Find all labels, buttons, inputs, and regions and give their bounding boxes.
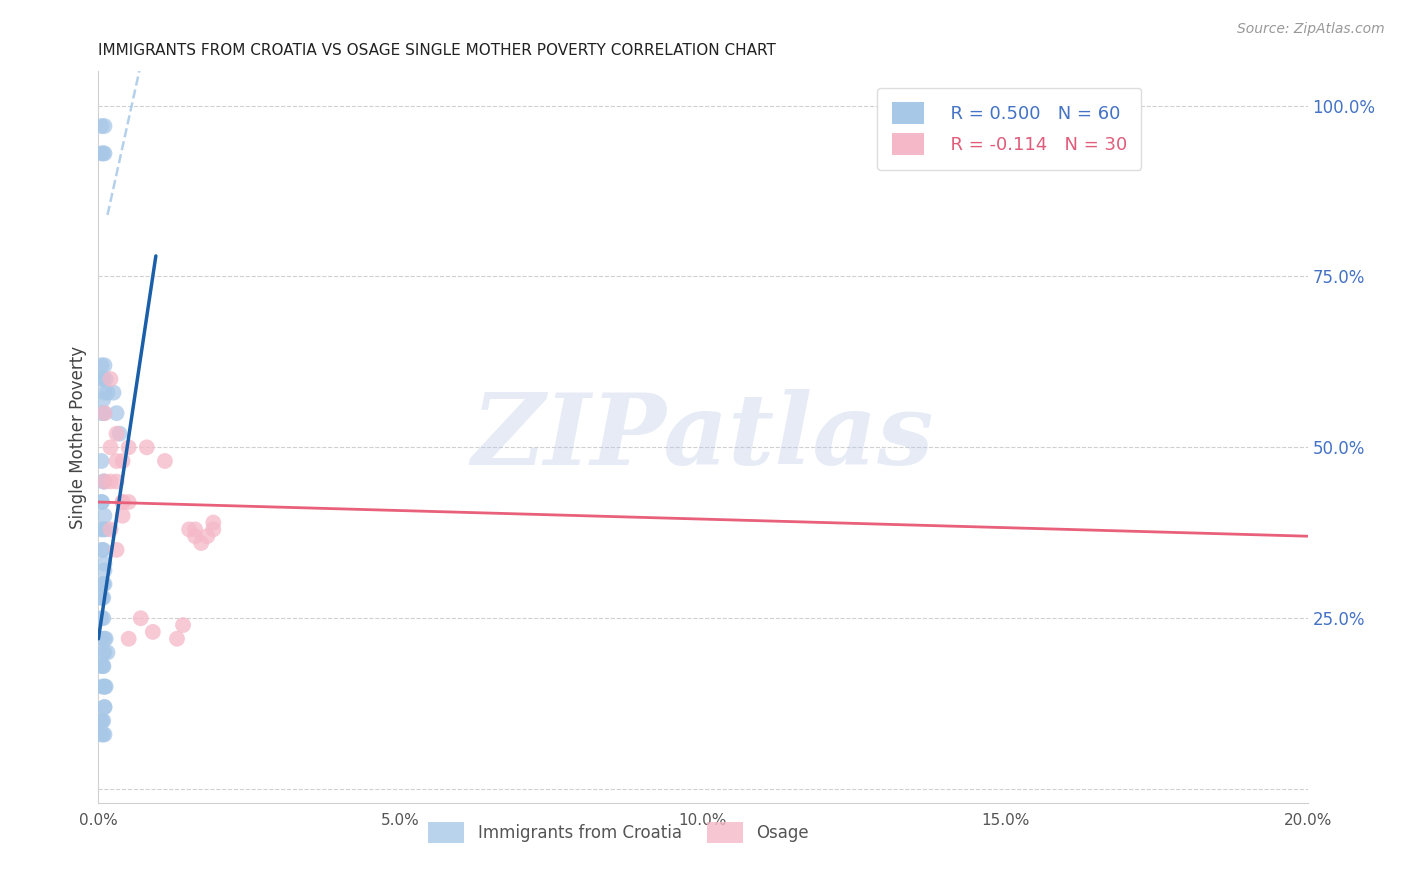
Point bbox=[91, 714, 114, 728]
Point bbox=[135, 440, 157, 454]
Text: ZIPatlas: ZIPatlas bbox=[472, 389, 934, 485]
Point bbox=[184, 529, 207, 543]
Point bbox=[91, 372, 114, 386]
Point bbox=[90, 659, 112, 673]
Point bbox=[111, 454, 134, 468]
Point bbox=[91, 659, 114, 673]
Y-axis label: Single Mother Poverty: Single Mother Poverty bbox=[69, 345, 87, 529]
Point bbox=[90, 714, 112, 728]
Point bbox=[129, 611, 152, 625]
Point bbox=[91, 727, 114, 741]
Point bbox=[90, 454, 112, 468]
Point bbox=[93, 645, 115, 659]
Point bbox=[142, 624, 165, 639]
Point bbox=[93, 557, 115, 571]
Point bbox=[91, 542, 114, 557]
Point bbox=[90, 119, 112, 133]
Point bbox=[90, 727, 112, 741]
Point bbox=[118, 440, 141, 454]
Point bbox=[91, 714, 114, 728]
Point bbox=[153, 454, 176, 468]
Point bbox=[93, 727, 115, 741]
Point bbox=[172, 618, 194, 632]
Point bbox=[93, 359, 115, 373]
Point bbox=[100, 475, 122, 489]
Point bbox=[184, 522, 207, 536]
Point bbox=[90, 591, 112, 605]
Point bbox=[90, 522, 112, 536]
Point bbox=[108, 426, 131, 441]
Text: IMMIGRANTS FROM CROATIA VS OSAGE SINGLE MOTHER POVERTY CORRELATION CHART: IMMIGRANTS FROM CROATIA VS OSAGE SINGLE … bbox=[98, 43, 776, 58]
Point bbox=[195, 529, 218, 543]
Point bbox=[105, 475, 128, 489]
Point bbox=[105, 454, 128, 468]
Point bbox=[91, 542, 114, 557]
Point bbox=[111, 495, 134, 509]
Point bbox=[91, 680, 114, 694]
Point bbox=[118, 632, 141, 646]
Point bbox=[93, 406, 115, 420]
Point bbox=[90, 611, 112, 625]
Point bbox=[105, 426, 128, 441]
Point bbox=[91, 406, 114, 420]
Point bbox=[93, 146, 115, 161]
Point bbox=[93, 680, 115, 694]
Point bbox=[93, 119, 115, 133]
Point bbox=[91, 611, 114, 625]
Point bbox=[94, 680, 117, 694]
Point bbox=[118, 495, 141, 509]
Point bbox=[105, 406, 128, 420]
Point bbox=[90, 359, 112, 373]
Point bbox=[94, 372, 117, 386]
Point bbox=[93, 385, 115, 400]
Point bbox=[105, 542, 128, 557]
Point bbox=[93, 406, 115, 420]
Point bbox=[93, 508, 115, 523]
Point bbox=[100, 440, 122, 454]
Point bbox=[91, 645, 114, 659]
Point bbox=[93, 680, 115, 694]
Point bbox=[90, 577, 112, 591]
Point bbox=[93, 475, 115, 489]
Point bbox=[100, 522, 122, 536]
Point bbox=[166, 632, 188, 646]
Point bbox=[93, 700, 115, 714]
Point bbox=[202, 522, 225, 536]
Point bbox=[91, 591, 114, 605]
Point bbox=[111, 495, 134, 509]
Point bbox=[91, 591, 114, 605]
Point bbox=[91, 632, 114, 646]
Point bbox=[91, 475, 114, 489]
Point bbox=[91, 392, 114, 407]
Point bbox=[94, 632, 117, 646]
Point bbox=[93, 632, 115, 646]
Legend: Immigrants from Croatia, Osage: Immigrants from Croatia, Osage bbox=[420, 815, 815, 849]
Point bbox=[90, 146, 112, 161]
Point bbox=[93, 475, 115, 489]
Point bbox=[111, 508, 134, 523]
Point bbox=[90, 495, 112, 509]
Point bbox=[96, 645, 118, 659]
Point bbox=[100, 372, 122, 386]
Point bbox=[91, 659, 114, 673]
Point bbox=[179, 522, 201, 536]
Point bbox=[91, 522, 114, 536]
Text: Source: ZipAtlas.com: Source: ZipAtlas.com bbox=[1237, 22, 1385, 37]
Point bbox=[93, 700, 115, 714]
Point bbox=[93, 563, 115, 577]
Point bbox=[91, 372, 114, 386]
Point bbox=[190, 536, 212, 550]
Point bbox=[103, 385, 125, 400]
Point bbox=[96, 385, 118, 400]
Point bbox=[91, 495, 114, 509]
Point bbox=[94, 522, 117, 536]
Point bbox=[202, 516, 225, 530]
Point bbox=[91, 146, 114, 161]
Point bbox=[93, 577, 115, 591]
Point bbox=[91, 577, 114, 591]
